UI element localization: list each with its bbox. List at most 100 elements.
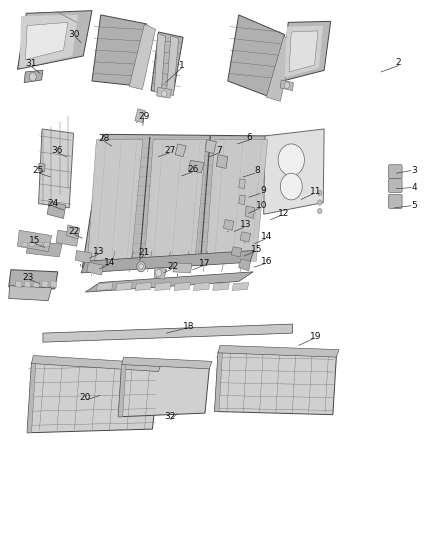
Polygon shape	[206, 140, 268, 262]
Text: 1: 1	[179, 61, 185, 69]
Text: 19: 19	[310, 333, 321, 341]
Polygon shape	[25, 22, 68, 60]
Polygon shape	[15, 281, 22, 287]
Polygon shape	[213, 282, 230, 290]
Circle shape	[137, 261, 145, 272]
Polygon shape	[75, 251, 92, 263]
Text: 29: 29	[139, 112, 150, 120]
Polygon shape	[239, 179, 245, 189]
Polygon shape	[188, 160, 204, 173]
Text: 26: 26	[187, 165, 198, 174]
FancyBboxPatch shape	[389, 165, 402, 179]
Text: 25: 25	[33, 166, 44, 175]
Text: 12: 12	[278, 209, 290, 217]
Polygon shape	[36, 242, 42, 247]
Polygon shape	[18, 230, 52, 252]
Text: 32: 32	[164, 413, 176, 421]
Text: 7: 7	[216, 146, 222, 155]
Text: 36: 36	[51, 146, 63, 155]
Polygon shape	[39, 129, 74, 208]
Polygon shape	[283, 21, 331, 81]
Text: 6: 6	[246, 133, 252, 142]
Polygon shape	[87, 262, 103, 275]
Polygon shape	[157, 87, 172, 98]
Polygon shape	[135, 109, 145, 123]
Circle shape	[280, 173, 302, 200]
Polygon shape	[173, 263, 192, 273]
Text: 22: 22	[167, 262, 179, 271]
Polygon shape	[223, 220, 234, 230]
Polygon shape	[33, 281, 39, 287]
Polygon shape	[24, 281, 31, 287]
Text: 20: 20	[80, 393, 91, 401]
Polygon shape	[22, 242, 28, 247]
Text: 23: 23	[23, 273, 34, 281]
Polygon shape	[82, 134, 268, 268]
Circle shape	[318, 190, 322, 196]
Polygon shape	[116, 282, 132, 290]
Polygon shape	[18, 11, 92, 69]
Polygon shape	[9, 286, 52, 301]
Polygon shape	[145, 140, 206, 262]
Text: 5: 5	[411, 201, 417, 210]
Polygon shape	[42, 281, 48, 287]
Polygon shape	[135, 282, 152, 290]
Polygon shape	[85, 272, 253, 292]
Text: 13: 13	[93, 247, 104, 256]
Text: 28: 28	[99, 134, 110, 143]
Polygon shape	[240, 232, 251, 242]
Polygon shape	[56, 230, 79, 246]
Polygon shape	[175, 144, 186, 157]
Text: 24: 24	[47, 199, 58, 208]
Text: 30: 30	[69, 30, 80, 38]
Text: 4: 4	[411, 183, 417, 192]
Text: 3: 3	[411, 166, 417, 175]
Polygon shape	[245, 206, 255, 219]
Polygon shape	[29, 242, 35, 247]
Polygon shape	[47, 201, 66, 219]
Text: 18: 18	[183, 322, 194, 330]
Text: 15: 15	[29, 237, 41, 245]
Text: 16: 16	[261, 257, 273, 265]
Polygon shape	[118, 364, 209, 417]
Text: 13: 13	[240, 221, 251, 229]
Text: 21: 21	[138, 248, 149, 257]
Circle shape	[139, 264, 143, 269]
Polygon shape	[280, 80, 293, 91]
Polygon shape	[92, 15, 147, 85]
Polygon shape	[231, 247, 242, 257]
Polygon shape	[154, 34, 166, 93]
Circle shape	[155, 269, 162, 277]
Text: 10: 10	[256, 201, 268, 210]
Text: 15: 15	[251, 245, 262, 254]
Polygon shape	[26, 241, 62, 257]
Polygon shape	[50, 281, 57, 287]
Polygon shape	[67, 225, 80, 239]
Polygon shape	[228, 15, 285, 96]
Polygon shape	[174, 282, 191, 290]
Text: 14: 14	[104, 258, 115, 266]
Polygon shape	[239, 259, 251, 271]
Polygon shape	[88, 140, 143, 262]
Polygon shape	[96, 282, 113, 290]
Polygon shape	[155, 282, 171, 290]
Polygon shape	[129, 24, 155, 90]
Polygon shape	[218, 345, 339, 357]
Polygon shape	[285, 26, 323, 77]
Polygon shape	[232, 282, 249, 290]
Polygon shape	[266, 36, 293, 101]
Text: 22: 22	[69, 228, 80, 236]
Polygon shape	[118, 362, 126, 417]
Polygon shape	[24, 70, 43, 83]
Polygon shape	[215, 352, 336, 415]
Polygon shape	[239, 195, 245, 205]
Circle shape	[318, 208, 322, 214]
Text: 9: 9	[260, 187, 266, 195]
Polygon shape	[9, 270, 58, 289]
Polygon shape	[39, 163, 45, 172]
Text: 2: 2	[396, 59, 401, 67]
Polygon shape	[289, 31, 318, 72]
Polygon shape	[20, 15, 78, 68]
Polygon shape	[27, 362, 159, 433]
FancyBboxPatch shape	[389, 179, 402, 192]
